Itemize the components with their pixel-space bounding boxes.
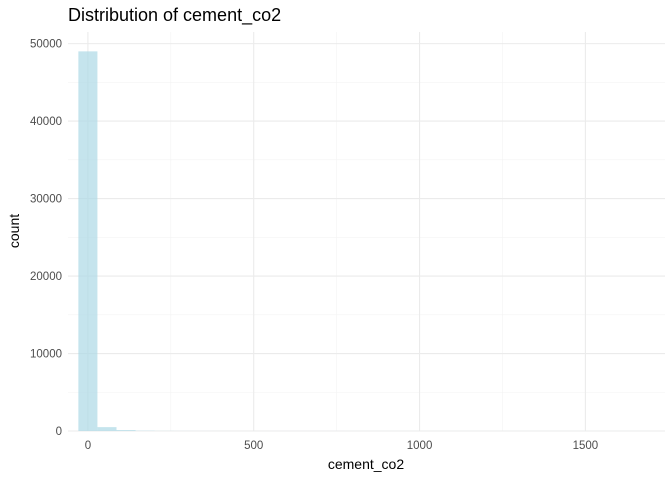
- y-axis-label: count: [6, 214, 22, 248]
- y-tick-label: 50000: [30, 39, 62, 51]
- bars-layer: [78, 51, 650, 431]
- histogram-bar: [117, 430, 136, 431]
- histogram-bar: [97, 427, 116, 431]
- y-tick-label: 30000: [30, 194, 62, 206]
- y-tick-label: 40000: [30, 116, 62, 128]
- x-axis-label: cement_co2: [328, 456, 404, 472]
- x-tick-label: 500: [244, 440, 263, 452]
- chart-title: Distribution of cement_co2: [68, 5, 281, 26]
- x-tick-label: 1000: [407, 440, 433, 452]
- grid-layer: [68, 32, 665, 431]
- y-tick-label: 0: [56, 426, 62, 438]
- x-tick-label: 1500: [573, 440, 599, 452]
- axis-layer: 0 500 1000 1500 0 10000 20000 30000 40000 50000: [30, 39, 598, 452]
- y-tick-label: 20000: [30, 271, 62, 283]
- x-tick-label: 0: [85, 440, 91, 452]
- y-tick-label: 10000: [30, 349, 62, 361]
- histogram-bar: [78, 51, 97, 431]
